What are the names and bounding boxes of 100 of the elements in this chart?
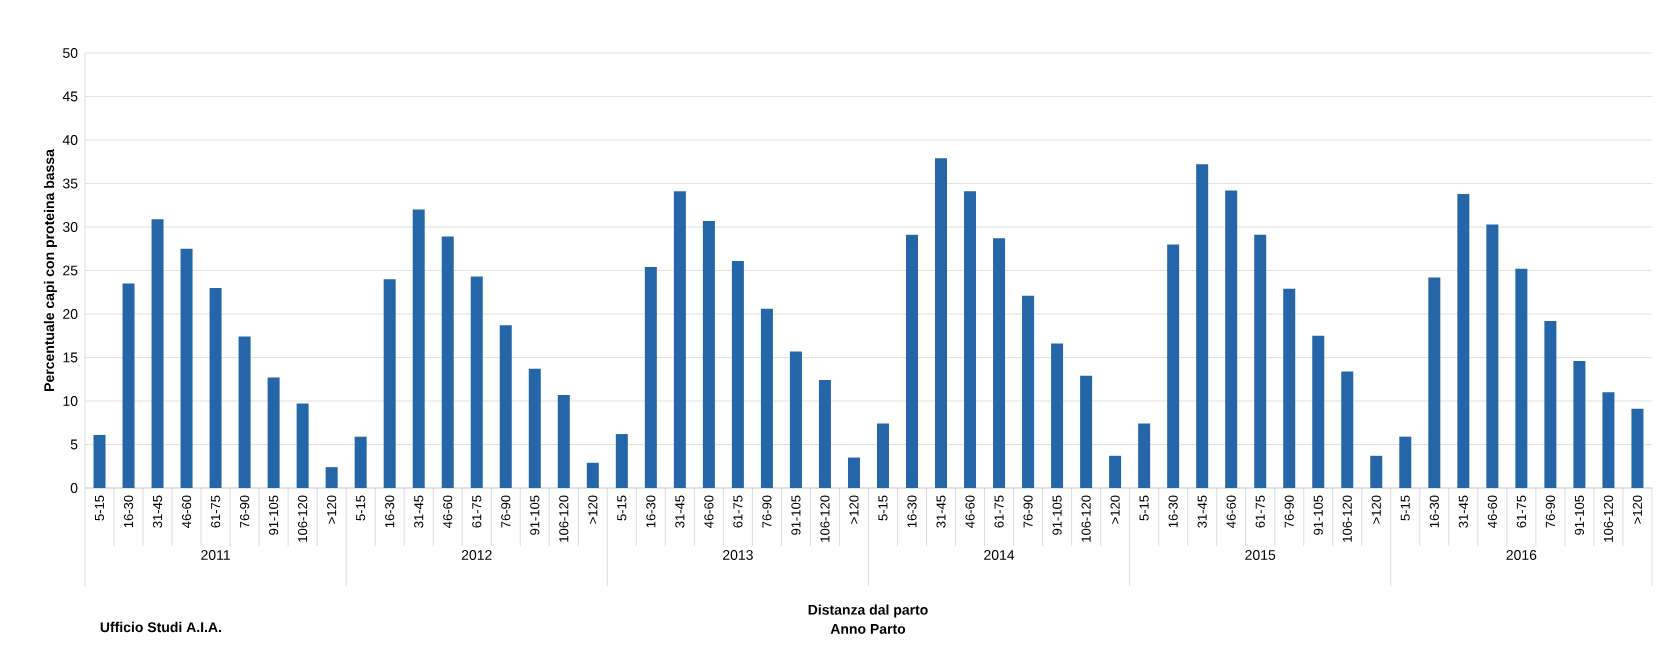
- x-tick-label: 61-75: [733, 495, 743, 528]
- text: Anno Parto: [830, 624, 906, 634]
- x-tick-label: 5-15: [1139, 495, 1149, 521]
- bar: [383, 279, 396, 488]
- bar: [209, 287, 222, 488]
- x-tick-label: 46-60: [965, 495, 975, 528]
- bar: [993, 238, 1006, 488]
- bar: [876, 423, 889, 488]
- text: 2015: [1245, 550, 1276, 560]
- x-axis-title: Distanza dal parto: [808, 604, 928, 618]
- y-tick-label: 35: [62, 178, 78, 189]
- x-tick-label: 106-120: [1342, 495, 1352, 542]
- x-tick-label: 46-60: [1226, 495, 1236, 528]
- x-tick-label: 16-30: [907, 495, 917, 528]
- y-axis-title: Percentuale capi con proteina bassa: [43, 149, 57, 391]
- bar: [267, 377, 280, 488]
- bar: [1457, 193, 1470, 488]
- x-tick-label: 61-75: [1516, 495, 1526, 528]
- x-tick-label: 31-45: [1458, 495, 1468, 528]
- x-tick-label: 61-75: [994, 495, 1004, 528]
- x-tick-label: >120: [1110, 495, 1120, 524]
- y-tick-label: 15: [63, 352, 78, 363]
- x-tick-label: >120: [588, 495, 598, 524]
- bar: [935, 158, 948, 488]
- x-tick-label: 16-30: [385, 495, 395, 528]
- text: 2013: [723, 550, 753, 560]
- x-tick-label: 31-45: [936, 495, 946, 528]
- x-tick-label: >120: [327, 495, 337, 524]
- bar: [760, 308, 773, 488]
- x-tick-label: 31-45: [414, 495, 424, 528]
- x-tick-label: 31-45: [1197, 495, 1207, 528]
- bar: [93, 434, 106, 488]
- x-tick-label: 91-105: [1313, 495, 1323, 535]
- x-tick-label: 76-90: [501, 495, 511, 528]
- y-tick-label: 25: [63, 265, 78, 276]
- bar: [441, 236, 454, 488]
- x-tick-label: 61-75: [472, 495, 482, 528]
- x-tick-label: 106-120: [820, 495, 830, 542]
- bar: [1370, 455, 1383, 488]
- bar: [325, 467, 338, 488]
- x-tick-label: 31-45: [152, 495, 163, 528]
- bar: [296, 403, 309, 488]
- x-tick-label: 5-15: [878, 495, 888, 521]
- x-tick-label: 106-120: [1603, 495, 1614, 542]
- x-tick-label: 61-75: [210, 495, 221, 528]
- x-tick-label: 91-105: [1052, 495, 1062, 535]
- bar: [1109, 455, 1122, 488]
- bar: [644, 267, 657, 488]
- x-tick-label: 91-105: [791, 495, 801, 535]
- bar: [1341, 371, 1354, 488]
- y-tick-label: 50: [63, 48, 78, 58]
- bar: [122, 283, 135, 488]
- y-tick-label: 0: [70, 483, 78, 493]
- x-tick-label: 16-30: [1429, 495, 1439, 528]
- x-tick-label: 31-45: [675, 495, 685, 528]
- text: 2014: [984, 550, 1015, 560]
- bar: [1022, 295, 1035, 488]
- bar: [906, 234, 918, 488]
- bar: [1486, 224, 1499, 488]
- bar: [1225, 190, 1238, 488]
- text: 2016: [1506, 550, 1537, 560]
- x-tick-label: 76-90: [1545, 495, 1555, 528]
- bar: [1602, 392, 1615, 488]
- x-tick-label: 76-90: [762, 495, 772, 528]
- x-tick-label: 5-15: [617, 495, 627, 521]
- bar: [1399, 436, 1412, 488]
- x-tick-label: 5-15: [94, 495, 105, 521]
- y-tick-label: 45: [62, 91, 78, 102]
- text: 2011: [201, 550, 230, 560]
- bar: [151, 219, 164, 488]
- bar: [1167, 244, 1180, 488]
- bar: [557, 394, 570, 488]
- x-tick-label: 46-60: [181, 495, 192, 528]
- y-tick-label: 30: [62, 222, 78, 232]
- bar: [354, 436, 367, 488]
- bar: [586, 462, 599, 488]
- x-tick-label: 16-30: [646, 495, 656, 528]
- bar: [1428, 277, 1441, 488]
- x-tick-label: 91-105: [1574, 495, 1584, 535]
- text: 2012: [461, 550, 492, 560]
- x-tick-label: 106-120: [298, 495, 308, 542]
- bar: [1196, 164, 1209, 488]
- x-tick-label: 76-90: [1023, 495, 1033, 528]
- bar: [180, 248, 193, 488]
- bar: [1312, 335, 1325, 488]
- bar: [1254, 234, 1267, 488]
- bar: [818, 380, 831, 488]
- bar: [238, 336, 251, 488]
- bar: [1138, 423, 1151, 488]
- y-tick-label: 20: [63, 309, 78, 319]
- x-tick-label: 46-60: [704, 495, 714, 528]
- x-tick-label: 5-15: [1400, 495, 1410, 521]
- bar: [731, 260, 744, 488]
- x-tick-label: >120: [849, 495, 859, 524]
- bar: [702, 220, 715, 488]
- bar: [964, 191, 977, 488]
- bar: [615, 434, 628, 488]
- x-tick-label: 46-60: [443, 495, 453, 528]
- bar: [1051, 343, 1064, 488]
- text: Ufficio Studi A.I.A.: [100, 621, 221, 633]
